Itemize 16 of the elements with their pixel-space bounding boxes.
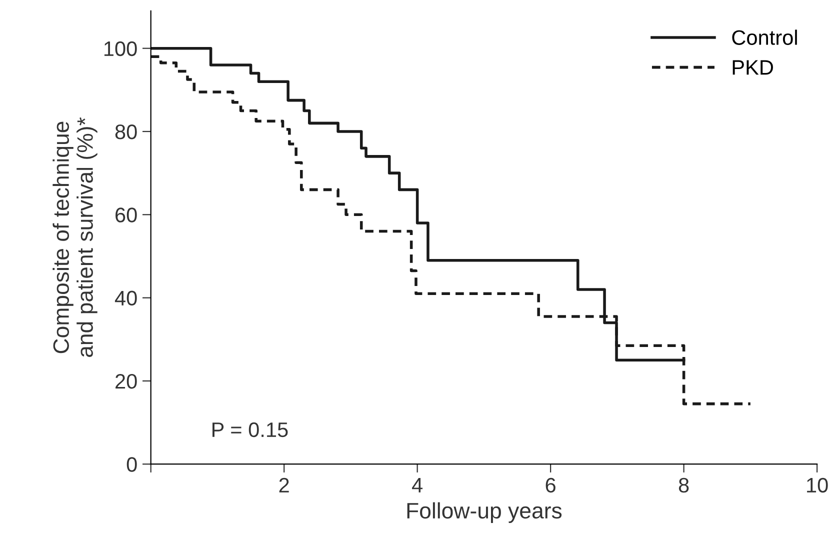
y-tick-label: 60	[116, 208, 137, 222]
x-tick-label: 2	[279, 478, 289, 492]
y-tick-label: 100	[104, 41, 137, 56]
y-tick-label: 20	[116, 374, 137, 389]
x-tick-label: 6	[546, 478, 556, 493]
x-tick-label: 4	[412, 478, 423, 492]
y-tick-label: 40	[114, 290, 137, 306]
legend-label: Control	[732, 30, 797, 45]
legend-label: PKD	[732, 60, 773, 75]
annotation: P = 0.15	[212, 422, 288, 438]
x-axis-title: Follow-up years	[407, 502, 562, 523]
y-tick-label: 0	[126, 457, 137, 472]
x-tick-label: 8	[678, 478, 689, 493]
x-tick-label: 10	[807, 478, 828, 493]
y-tick-label: 80	[115, 124, 137, 140]
y-axis-title: Composite of technique and patient survival (%)*	[52, 117, 98, 357]
